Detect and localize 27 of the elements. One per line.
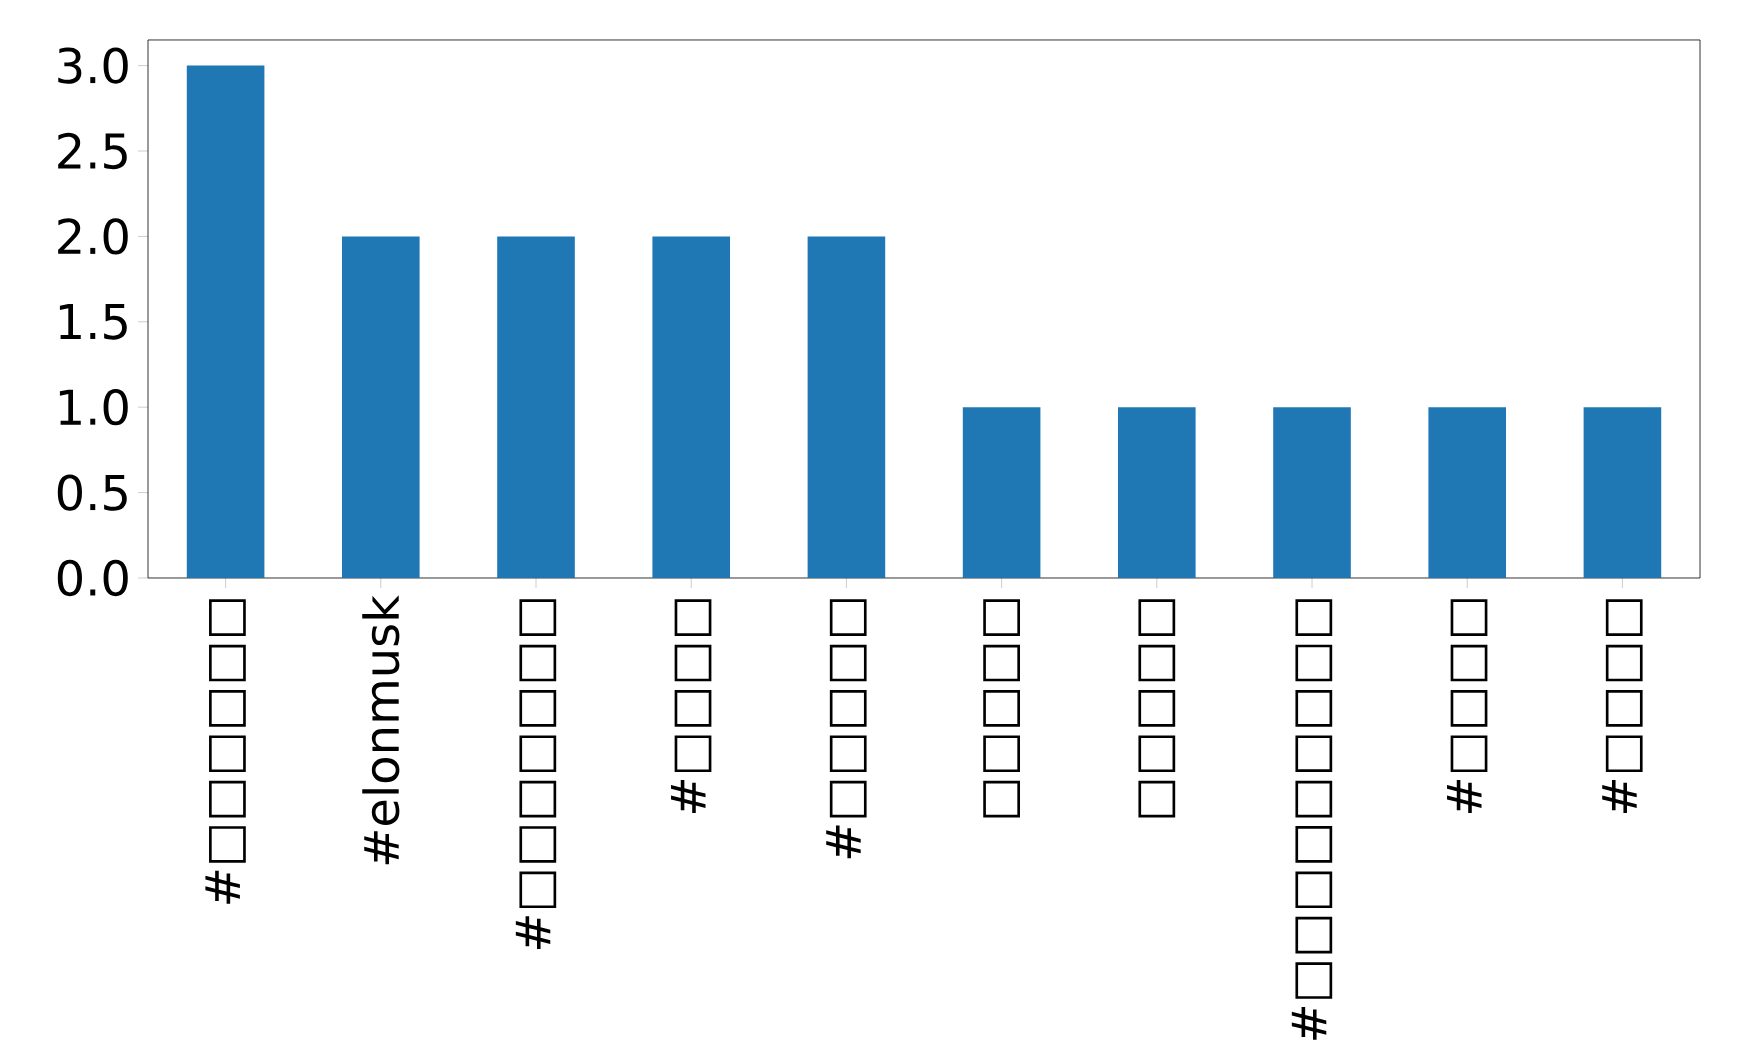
- bar: [497, 236, 575, 578]
- y-tick-label: 0.0: [57, 559, 128, 597]
- x-tick-label: #□□□□□□□□□: [1291, 599, 1333, 1040]
- bar: [652, 236, 731, 578]
- x-tick-label: #elonmusk: [362, 595, 400, 865]
- y-tick-label: 3.0: [58, 47, 128, 84]
- x-tick-label: #□□□□: [1447, 599, 1488, 813]
- y-tick-label: 2.5: [58, 132, 127, 170]
- bar: [1273, 407, 1351, 578]
- bar: [962, 407, 1041, 578]
- bar: [807, 236, 886, 578]
- x-tick-label: #□□□□: [671, 599, 712, 813]
- x-tick-label: □□□□□: [1138, 599, 1176, 818]
- y-tick-label: 1.0: [59, 389, 128, 426]
- y-tick-label: 2.0: [58, 218, 128, 255]
- bar: [1583, 407, 1662, 578]
- bar: [186, 65, 265, 578]
- x-tick-label: #□□□□□□: [205, 599, 246, 904]
- y-tick-label: 0.5: [57, 474, 127, 511]
- x-tick-label: □□□□□: [983, 599, 1020, 818]
- x-tick-label: #□□□□: [1602, 599, 1643, 813]
- y-tick-label: 1.5: [59, 303, 127, 340]
- bar: [1428, 407, 1507, 578]
- bar: [342, 236, 420, 578]
- x-tick-label: #□□□□□□□: [515, 599, 557, 949]
- bar: [1118, 407, 1196, 578]
- x-tick-label: #□□□□□: [826, 599, 867, 859]
